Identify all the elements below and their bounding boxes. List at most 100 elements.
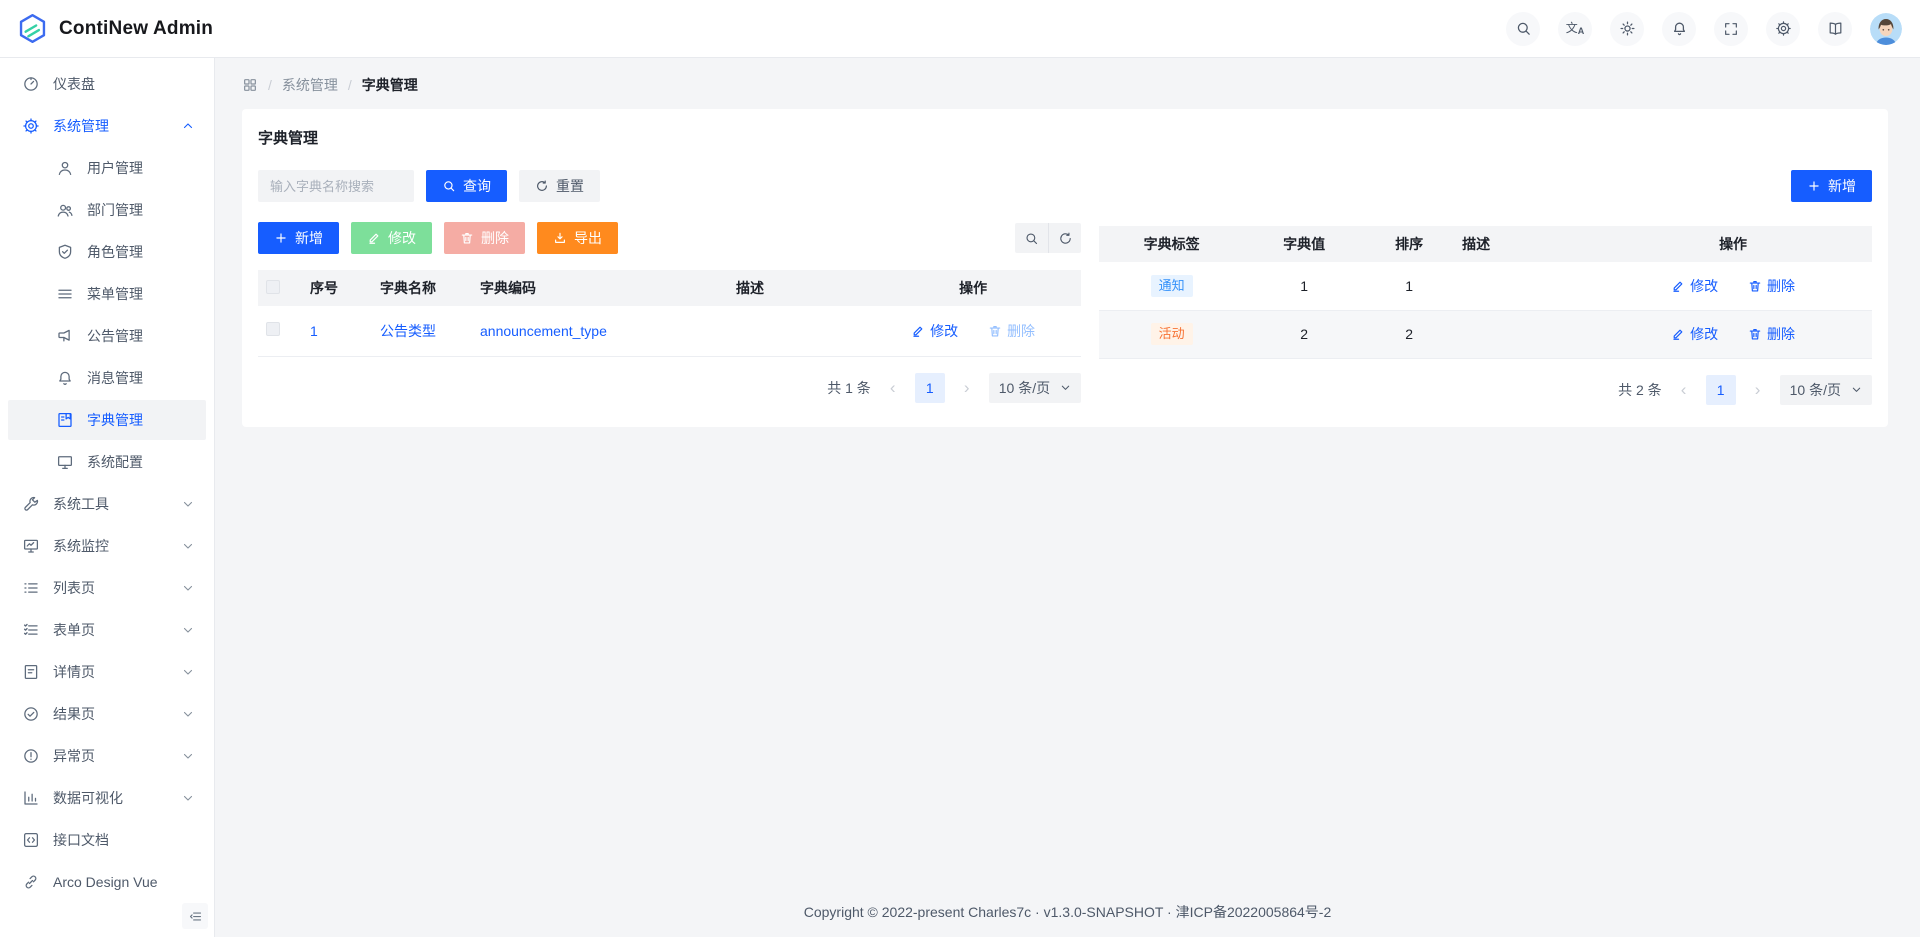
add-dict-button[interactable]: 新增: [258, 222, 339, 254]
language-switch-button[interactable]: 文A: [1558, 11, 1592, 46]
sidebar-item-label: 字典管理: [87, 412, 143, 428]
dict-pagination: 共 1 条 ‹ 1 › 10 条/页: [258, 372, 1082, 403]
chevron-down-icon: [182, 498, 194, 510]
book-icon: [1827, 20, 1844, 37]
docs-button[interactable]: [1818, 11, 1852, 46]
check-circle-icon: [22, 705, 40, 723]
row-edit-button[interactable]: 修改: [911, 321, 958, 341]
edit-dict-button[interactable]: 修改: [351, 222, 432, 254]
row-edit-label: 修改: [1690, 277, 1719, 294]
sidebar-item-system-config[interactable]: 系统配置: [8, 442, 206, 482]
prev-page-button[interactable]: ‹: [889, 377, 896, 397]
row-index-link[interactable]: 1: [310, 322, 318, 339]
refresh-icon: [535, 179, 549, 193]
select-all-checkbox[interactable]: [266, 279, 280, 294]
link-icon: [22, 873, 40, 891]
column-header-value: 字典值: [1244, 226, 1365, 262]
dict-management-card: 字典管理 查询 重置: [242, 109, 1888, 427]
chevron-down-icon: [1060, 382, 1071, 393]
dict-item-tag: 活动: [1150, 323, 1193, 345]
gauge-icon: [22, 75, 40, 93]
user-avatar[interactable]: [1870, 12, 1902, 45]
translate-icon: 文A: [1565, 20, 1585, 36]
sidebar-item-detail-page[interactable]: 详情页: [8, 652, 206, 692]
page-size-select[interactable]: 10 条/页: [988, 372, 1082, 403]
query-button-label: 查询: [463, 178, 491, 194]
app-header: ContiNew Admin 文A: [0, 0, 1920, 58]
prev-page-button[interactable]: ‹: [1680, 379, 1687, 399]
bell-icon: [56, 369, 74, 387]
row-delete-button[interactable]: 删除: [1748, 324, 1795, 344]
theme-toggle-button[interactable]: [1610, 11, 1644, 46]
settings-button[interactable]: [1766, 11, 1800, 46]
sidebar-item-list-page[interactable]: 列表页: [8, 568, 206, 608]
page-size-value: 10 条/页: [1789, 381, 1841, 398]
row-delete-label: 删除: [1007, 322, 1036, 339]
row-edit-button[interactable]: 修改: [1671, 276, 1718, 296]
breadcrumb-separator: /: [268, 77, 272, 93]
column-header-actions: 操作: [865, 270, 1082, 306]
sidebar-item-exception-page[interactable]: 异常页: [8, 736, 206, 776]
current-page-button[interactable]: 1: [1705, 374, 1736, 405]
sidebar-collapse-button[interactable]: [182, 903, 208, 929]
sidebar-item-label: 列表页: [53, 580, 95, 596]
page-size-select[interactable]: 10 条/页: [1779, 374, 1872, 405]
sidebar-item-user-management[interactable]: 用户管理: [8, 148, 206, 188]
current-page-button[interactable]: 1: [914, 372, 945, 403]
trash-icon: [1748, 327, 1762, 341]
dict-item-value: 1: [1244, 262, 1365, 311]
sidebar-item-form-page[interactable]: 表单页: [8, 610, 206, 650]
row-edit-button[interactable]: 修改: [1671, 324, 1718, 344]
sidebar-item-system-management[interactable]: 系统管理: [8, 106, 206, 146]
row-delete-button[interactable]: 删除: [988, 321, 1035, 341]
table-search-button[interactable]: [1015, 223, 1048, 253]
chevron-down-icon: [182, 582, 194, 594]
sidebar-item-dashboard[interactable]: 仪表盘: [8, 64, 206, 104]
row-delete-button[interactable]: 删除: [1748, 276, 1795, 296]
table-refresh-button[interactable]: [1048, 223, 1081, 253]
sidebar-item-department-management[interactable]: 部门管理: [8, 190, 206, 230]
sidebar-item-result-page[interactable]: 结果页: [8, 694, 206, 734]
app-logo-icon: [16, 12, 49, 45]
row-checkbox[interactable]: [266, 322, 280, 337]
footer-copyright: Copyright © 2022-present Charles7c · v1.…: [803, 904, 1332, 920]
query-button[interactable]: 查询: [426, 170, 507, 202]
add-dict-item-button[interactable]: 新增: [1791, 170, 1872, 202]
notifications-button[interactable]: [1662, 11, 1696, 46]
dict-code-link[interactable]: announcement_type: [480, 322, 607, 339]
sidebar-item-dict-management[interactable]: 字典管理: [8, 400, 206, 440]
next-page-button[interactable]: ›: [963, 377, 970, 397]
sidebar-item-api-docs[interactable]: 接口文档: [8, 820, 206, 860]
sidebar-item-role-management[interactable]: 角色管理: [8, 232, 206, 272]
sidebar-item-system-monitor[interactable]: 系统监控: [8, 526, 206, 566]
reset-button[interactable]: 重置: [519, 170, 600, 202]
app-logo-link[interactable]: ContiNew Admin: [16, 12, 213, 45]
sidebar-item-label: 系统监控: [53, 538, 109, 554]
sidebar-item-menu-management[interactable]: 菜单管理: [8, 274, 206, 314]
sidebar-item-arco-design-vue[interactable]: Arco Design Vue: [8, 862, 206, 902]
sidebar-item-system-tools[interactable]: 系统工具: [8, 484, 206, 524]
global-search-button[interactable]: [1506, 11, 1540, 46]
delete-dict-button[interactable]: 删除: [444, 222, 525, 254]
sidebar-item-announcement-management[interactable]: 公告管理: [8, 316, 206, 356]
page-title: 字典管理: [258, 130, 319, 147]
dict-name-link[interactable]: 公告类型: [380, 322, 436, 339]
delete-dict-button-label: 删除: [481, 230, 509, 246]
sidebar-item-message-management[interactable]: 消息管理: [8, 358, 206, 398]
dict-desc-cell: [728, 306, 866, 357]
apps-grid-icon[interactable]: [242, 77, 258, 93]
menu-lines-icon: [56, 285, 74, 303]
dict-item-table: 字典标签 字典值 排序 描述 操作 通知 1 1: [1099, 226, 1872, 359]
row-delete-label: 删除: [1767, 326, 1795, 342]
dict-search-input[interactable]: [258, 170, 414, 202]
sidebar-item-data-visualization[interactable]: 数据可视化: [8, 778, 206, 818]
search-icon: [442, 179, 456, 193]
total-count: 共 2 条: [1618, 381, 1662, 398]
app-title: ContiNew Admin: [59, 17, 214, 39]
fullscreen-button[interactable]: [1714, 11, 1748, 46]
page-size-value: 10 条/页: [998, 379, 1051, 396]
sidebar-item-label: 表单页: [53, 622, 95, 638]
next-page-button[interactable]: ›: [1754, 379, 1761, 399]
export-button[interactable]: 导出: [537, 222, 618, 254]
breadcrumb-system-management[interactable]: 系统管理: [281, 77, 338, 93]
